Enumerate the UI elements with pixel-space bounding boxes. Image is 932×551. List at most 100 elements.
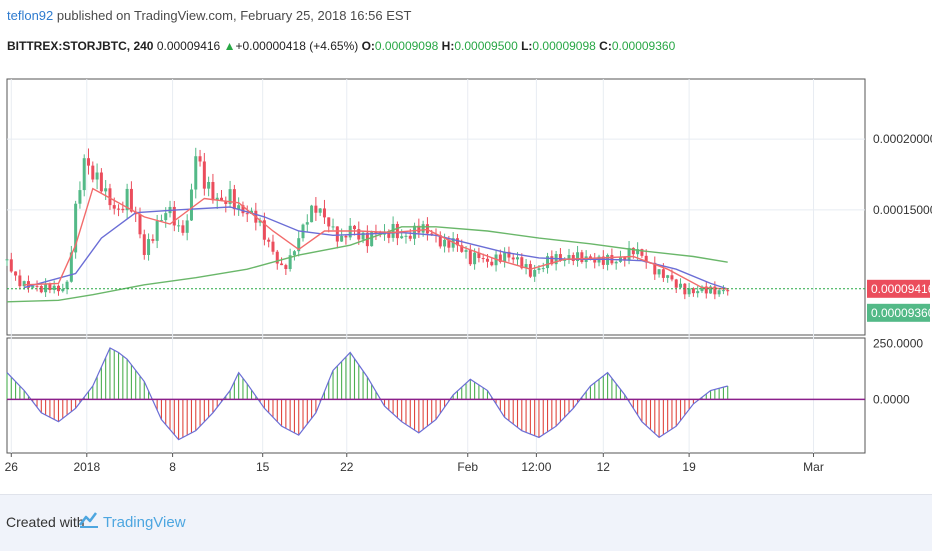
candle-body xyxy=(533,270,537,277)
created-with-text: Created with xyxy=(6,514,85,530)
candle-body xyxy=(640,249,644,256)
x-tick-label: 2018 xyxy=(73,460,100,474)
candle-body xyxy=(211,181,215,201)
candle-body xyxy=(713,286,717,295)
candle-body xyxy=(327,217,331,227)
chart-area[interactable]: 26 2018 8 15 22 Feb 12:00 12 19 Mar 0.00020000 0.00… xyxy=(0,68,932,494)
chart-svg[interactable]: 26 2018 8 15 22 Feb 12:00 12 19 Mar 0.00020000 0.00… xyxy=(0,68,932,494)
candle-body xyxy=(125,188,129,211)
candle-body xyxy=(490,261,494,266)
candle-body xyxy=(571,255,575,262)
candle-body xyxy=(322,208,326,218)
candle-body xyxy=(280,263,284,266)
candle-body xyxy=(284,265,288,270)
candle-body xyxy=(721,290,725,292)
candle-body xyxy=(541,268,545,270)
candle-body xyxy=(687,288,691,295)
candle-body xyxy=(82,158,86,191)
candle-body xyxy=(129,188,133,212)
candle-body xyxy=(9,259,13,272)
candle-body xyxy=(413,225,417,239)
candle-body xyxy=(644,255,648,263)
candle-body xyxy=(516,257,520,260)
x-tick-label: 26 xyxy=(5,460,19,474)
candle-body xyxy=(228,189,232,204)
author-link[interactable]: teflon92 xyxy=(7,8,54,23)
price-change: +0.00000418 (+4.65%) xyxy=(235,39,359,53)
candle-body xyxy=(318,208,322,213)
high-value: 0.00009500 xyxy=(454,39,518,53)
price-badge xyxy=(867,279,930,298)
up-arrow-icon: ▲ xyxy=(223,39,236,53)
candle-body xyxy=(344,235,348,238)
candle-body xyxy=(614,261,618,264)
candle-body xyxy=(528,264,532,277)
candle-body xyxy=(22,281,26,287)
candle-body xyxy=(709,286,713,294)
candle-body xyxy=(631,247,635,255)
candle-body xyxy=(653,262,657,275)
publish-info: teflon92 published on TradingView.com, F… xyxy=(7,8,411,23)
axis-layer: 26 2018 8 15 22 Feb 12:00 12 19 Mar 0.00020000 0.00… xyxy=(5,132,932,474)
candle-body xyxy=(159,220,163,222)
candle-body xyxy=(104,188,108,192)
moving-average-mid xyxy=(24,206,728,290)
candle-body xyxy=(520,257,524,269)
candle-body xyxy=(438,235,442,247)
candle-body xyxy=(503,251,507,262)
price-badge-label: 0.00009416 xyxy=(871,282,932,296)
candle-body xyxy=(288,255,292,270)
candle-body xyxy=(331,226,335,228)
tradingview-brand[interactable]: TradingView xyxy=(103,514,186,531)
candle-body xyxy=(679,283,683,288)
candle-body xyxy=(481,258,485,260)
candle-body xyxy=(352,225,356,230)
candle-body xyxy=(147,239,151,255)
open-value: 0.00009098 xyxy=(374,39,439,53)
candle-body xyxy=(87,158,91,166)
candle-body xyxy=(627,247,631,261)
candle-body xyxy=(164,213,168,221)
candle-body xyxy=(421,224,425,233)
oscillator-line xyxy=(6,347,728,441)
candle-body xyxy=(56,285,60,292)
candle-body xyxy=(245,213,249,215)
candle-body xyxy=(198,156,202,162)
candle-body xyxy=(704,286,708,294)
candle-body xyxy=(717,290,721,295)
candle-body xyxy=(258,220,262,223)
candle-body xyxy=(108,188,112,206)
candle-body xyxy=(460,245,464,252)
candle-body xyxy=(700,286,704,292)
candle-body xyxy=(567,255,571,260)
candle-body xyxy=(95,172,99,180)
candle-body xyxy=(464,250,468,252)
publish-text: published on TradingView.com, February 2… xyxy=(56,8,412,23)
tradingview-logo-icon xyxy=(79,512,98,528)
candle-body xyxy=(48,283,52,290)
candle-body xyxy=(670,275,674,280)
candle-body xyxy=(361,232,365,240)
candle-body xyxy=(151,239,155,241)
price-badge xyxy=(867,303,930,322)
candle-body xyxy=(224,200,228,204)
candle-body xyxy=(558,254,562,261)
low-value: 0.00009098 xyxy=(532,39,596,53)
candle-body xyxy=(473,252,477,265)
candle-body xyxy=(580,252,584,263)
candle-body xyxy=(537,268,541,271)
candle-body xyxy=(314,205,318,213)
candle-body xyxy=(550,256,554,265)
low-label: L: xyxy=(521,39,533,53)
high-label: H: xyxy=(441,39,455,53)
candle-body xyxy=(430,233,434,235)
x-tick-label: Mar xyxy=(803,460,824,474)
candle-body xyxy=(726,290,730,292)
x-tick-label: 12:00 xyxy=(521,460,551,474)
candle-body xyxy=(666,275,670,278)
candle-body xyxy=(35,285,39,287)
candle-body xyxy=(485,258,489,262)
candle-body xyxy=(202,161,206,189)
candle-body xyxy=(91,165,95,180)
candle-body xyxy=(112,205,116,209)
